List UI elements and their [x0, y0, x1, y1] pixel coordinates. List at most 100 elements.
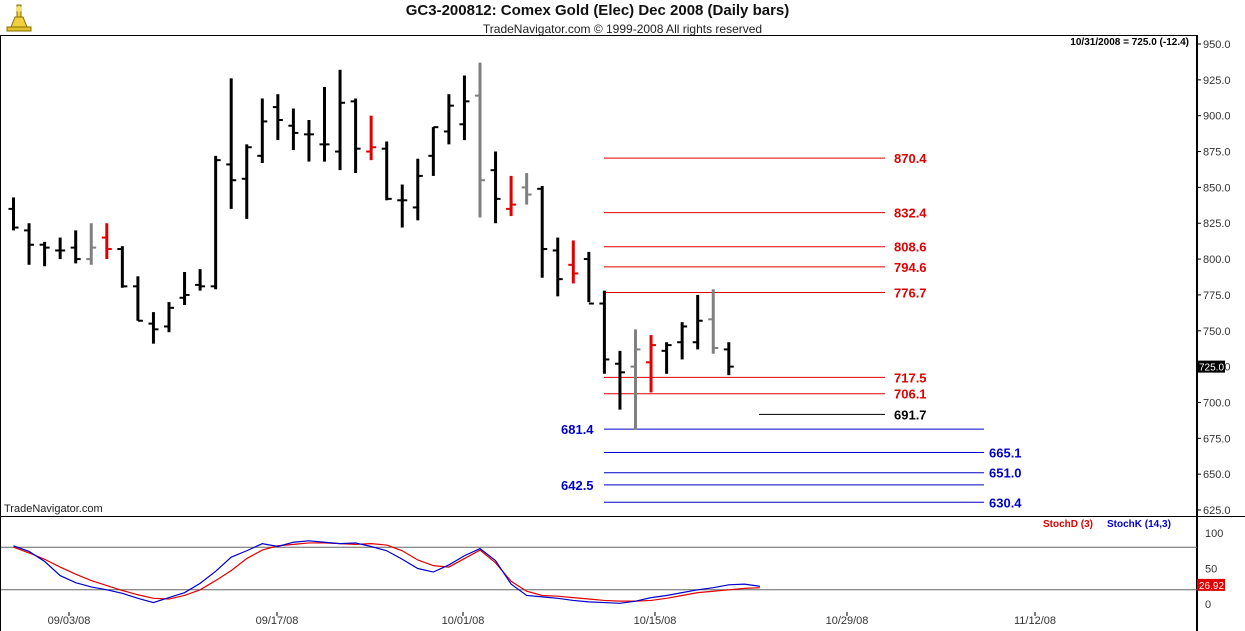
- y-tick-label: 750.0: [1203, 326, 1231, 338]
- ohlc-bar: [132, 276, 143, 322]
- ohlc-bar: [646, 335, 657, 393]
- ohlc-bar: [8, 197, 19, 231]
- stoch-series-line: [13, 542, 760, 602]
- ohlc-bar: [366, 115, 377, 161]
- y-tick-label: 875.0: [1203, 147, 1231, 159]
- ohlc-bar: [210, 155, 221, 290]
- ohlc-bar: [272, 94, 283, 141]
- ohlc-bar: [723, 342, 734, 376]
- red-level-label: 870.4: [894, 151, 927, 166]
- chart-copyright: TradeNavigator.com © 1999-2008 All right…: [482, 22, 763, 36]
- x-tick-label: 09/03/08: [48, 615, 91, 627]
- ohlc-bar: [319, 87, 330, 162]
- ohlc-bar: [475, 62, 485, 218]
- stoch-last-box: [1197, 578, 1225, 591]
- ohlc-bar: [257, 98, 268, 164]
- main-plot-border: [0, 35, 1197, 631]
- ohlc-bar: [195, 269, 206, 291]
- ohlc-bar: [350, 98, 361, 174]
- ohlc-bar: [630, 329, 641, 430]
- ohlc-bar: [148, 312, 159, 344]
- red-level-label: 776.7: [894, 285, 927, 300]
- ohlc-bar: [381, 141, 392, 201]
- red-level-label: 706.1: [894, 387, 927, 402]
- ohlc-bar: [397, 184, 408, 228]
- logo-icon: [4, 3, 34, 33]
- ohlc-bar: [70, 230, 81, 264]
- ohlc-bar: [241, 144, 252, 219]
- ohlc-bar: [117, 246, 128, 288]
- y-tick-label: 625.0: [1203, 505, 1231, 517]
- y-tick-label: 775.0: [1203, 290, 1231, 302]
- ohlc-bar: [303, 119, 314, 162]
- ohlc-bar: [101, 223, 112, 260]
- blue-level-label: 681.4: [561, 422, 594, 437]
- y-tick-label: 675.0: [1203, 433, 1231, 445]
- x-tick-label: 10/29/08: [826, 615, 869, 627]
- ohlc-bar: [552, 237, 563, 297]
- chart-frame: [0, 35, 1245, 631]
- stochastic-panel: 100 50 0 26.92: [1, 528, 1225, 611]
- x-tick-label: 10/15/08: [634, 615, 677, 627]
- ohlc-bar: [537, 185, 548, 278]
- ohlc-bar: [55, 237, 66, 260]
- watermark: TradeNavigator.com: [4, 503, 103, 515]
- ohlc-bar: [599, 290, 610, 374]
- y-tick-label: 850.0: [1203, 182, 1231, 194]
- ohlc-bar: [692, 294, 703, 350]
- ohlc-bar: [568, 240, 579, 284]
- ohlc-bar: [39, 241, 50, 267]
- last-readout: 10/31/2008 = 725.0 (-12.4): [1070, 37, 1189, 48]
- y-tick-label: 700.0: [1203, 397, 1231, 409]
- ohlc-bar: [614, 350, 625, 410]
- support-resistance-levels: 870.4 832.4 808.6 794.6 776.7 717.5 706.1 691.7…: [561, 151, 1022, 510]
- chart-title: GC3-200812: Comex Gold (Elec) Dec 2008 (…: [405, 2, 790, 19]
- black-level-label: 691.7: [894, 407, 927, 422]
- stoch-y-tick: 50: [1205, 564, 1217, 576]
- y-tick-label: 650.0: [1203, 469, 1231, 481]
- red-level-label: 808.6: [894, 240, 927, 255]
- ohlc-bar: [412, 158, 423, 221]
- y-tick-label: 800.0: [1203, 254, 1231, 266]
- ohlc-bar: [459, 75, 470, 141]
- last-price-box: [1197, 360, 1225, 373]
- chart-axes: 950.0 925.0 900.0 875.0 850.0 825.0 800.0 775.0…: [48, 39, 1231, 627]
- last-price-label: 725.0: [1199, 363, 1224, 374]
- price-bars: [8, 62, 734, 430]
- ohlc-bar: [288, 108, 299, 151]
- ohlc-bar: [179, 271, 190, 305]
- stoch-last-label: 26.92: [1199, 581, 1224, 592]
- ohlc-bar: [677, 322, 688, 360]
- y-tick-label: 925.0: [1203, 75, 1231, 87]
- red-level-label: 794.6: [894, 260, 927, 275]
- y-tick-label: 950.0: [1203, 39, 1231, 51]
- stoch-series-line: [13, 540, 760, 604]
- blue-level-label: 651.0: [989, 466, 1022, 481]
- blue-level-label: 665.1: [989, 446, 1022, 461]
- y-tick-label: 900.0: [1203, 111, 1231, 123]
- x-tick-label: 11/12/08: [1014, 615, 1056, 627]
- red-level-label: 832.4: [894, 206, 927, 221]
- ohlc-bar: [661, 342, 672, 374]
- legend-stochk: StochK (14,3): [1107, 519, 1171, 530]
- blue-level-label: 630.4: [989, 495, 1022, 510]
- ohlc-bar: [428, 126, 439, 176]
- ohlc-bar: [226, 78, 237, 209]
- legend-stochd: StochD (3): [1043, 519, 1093, 530]
- ohlc-bar: [335, 69, 346, 171]
- stoch-y-tick: 100: [1205, 528, 1223, 540]
- ohlc-bar: [583, 251, 594, 305]
- x-tick-label: 09/17/08: [256, 615, 299, 627]
- blue-level-label: 642.5: [561, 478, 594, 493]
- ohlc-bar: [708, 289, 719, 354]
- ohlc-bar: [443, 94, 454, 145]
- stoch-y-tick: 0: [1205, 599, 1211, 611]
- ohlc-bar: [506, 175, 517, 217]
- ohlc-bar: [521, 173, 532, 205]
- y-tick-label: 825.0: [1203, 218, 1231, 230]
- ohlc-bar: [86, 223, 97, 265]
- ohlc-bar: [24, 223, 35, 265]
- ohlc-bar: [164, 302, 174, 333]
- x-tick-label: 10/01/08: [442, 615, 485, 627]
